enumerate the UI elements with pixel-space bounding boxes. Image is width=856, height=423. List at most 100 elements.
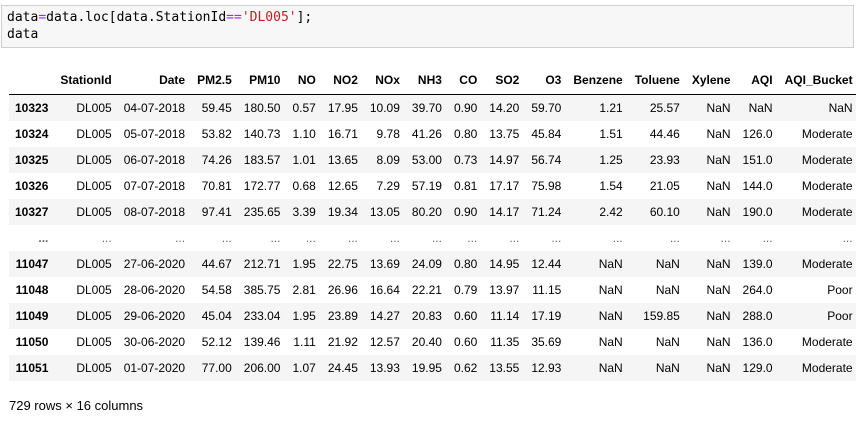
table-row: 10327 DL005 08-07-2018 97.41 235.65 3.39 19.34… — [9, 199, 856, 225]
code-cell-input[interactable]: data=data.loc[data.StationId=='DL005']; … — [1, 5, 854, 48]
table-cell: 21.92 — [327, 335, 358, 349]
table-cell: 14.95 — [489, 257, 520, 271]
table-cell: 13.55 — [489, 361, 520, 375]
row-index: 11050 — [15, 335, 49, 349]
row-index: 10326 — [15, 179, 49, 193]
table-cell: NaN — [706, 257, 731, 271]
table-cell: DL005 — [76, 153, 112, 167]
table-cell: 53.82 — [201, 127, 232, 141]
table-row: 10324 DL005 05-07-2018 53.82 140.73 1.10 16.71… — [9, 121, 856, 147]
table-cell: 19.95 — [411, 361, 442, 375]
table-cell: 206.00 — [243, 361, 281, 375]
table-cell: 74.26 — [201, 153, 232, 167]
table-cell: DL005 — [76, 101, 112, 115]
table-cell: DL005 — [76, 179, 112, 193]
table-cell: DL005 — [76, 127, 112, 141]
table-cell: 10.09 — [369, 101, 400, 115]
table-cell: Moderate — [801, 179, 853, 193]
column-header: Toluene — [628, 66, 686, 95]
row-index: 10325 — [15, 153, 49, 167]
table-cell: 144.0 — [742, 179, 773, 193]
code-line-1: data=data.loc[data.StationId=='DL005']; — [7, 9, 853, 26]
row-index: 11051 — [15, 361, 49, 375]
column-header: Xylene — [685, 66, 737, 95]
table-cell: 12.44 — [531, 257, 562, 271]
table-cell: 1.07 — [292, 361, 316, 375]
table-cell: 0.79 — [453, 283, 478, 297]
table-cell: 20.40 — [411, 335, 442, 349]
row-index: 11047 — [15, 257, 49, 271]
table-cell: NaN — [598, 309, 623, 323]
table-cell: 8.09 — [376, 153, 400, 167]
table-cell: 1.11 — [293, 335, 316, 349]
table-cell: NaN — [748, 101, 773, 115]
row-index: 11048 — [15, 283, 49, 297]
table-cell: NaN — [706, 309, 731, 323]
table-cell: Moderate — [801, 361, 853, 375]
column-header: AQI_Bucket — [778, 66, 856, 95]
table-cell: Moderate — [801, 153, 853, 167]
table-cell: NaN — [706, 179, 731, 193]
table-cell: 233.04 — [243, 309, 281, 323]
table-cell: NaN — [655, 257, 680, 271]
table-cell: 41.26 — [411, 127, 442, 141]
table-cell: 17.95 — [327, 101, 358, 115]
column-header: Date — [117, 66, 192, 95]
table-cell: 12.93 — [531, 361, 562, 375]
table-cell: Moderate — [801, 205, 853, 219]
table-cell: 20.83 — [411, 309, 442, 323]
table-cell: Moderate — [801, 335, 853, 349]
table-row: 10326 DL005 07-07-2018 70.81 172.77 0.68 12.65… — [9, 173, 856, 199]
table-cell: DL005 — [76, 257, 112, 271]
table-cell: 1.51 — [599, 127, 623, 141]
table-cell: 151.0 — [742, 153, 773, 167]
table-cell: 05-07-2018 — [123, 127, 186, 141]
table-cell: 45.04 — [201, 309, 232, 323]
table-cell: 08-07-2018 — [123, 205, 186, 219]
table-cell: 264.0 — [742, 283, 773, 297]
table-cell: 1.95 — [292, 309, 316, 323]
code-token-assign: = — [38, 10, 47, 25]
table-cell: 13.65 — [327, 153, 358, 167]
column-header: NH3 — [405, 66, 448, 95]
table-cell: 235.65 — [243, 205, 281, 219]
table-cell: NaN — [706, 205, 731, 219]
table-cell: 28-06-2020 — [123, 283, 186, 297]
table-cell: ... — [305, 231, 316, 245]
table-cell: ... — [842, 231, 853, 245]
table-cell: NaN — [828, 101, 853, 115]
table-cell: 1.25 — [599, 153, 623, 167]
table-cell: 0.80 — [453, 257, 478, 271]
table-cell: 60.10 — [649, 205, 680, 219]
column-header: NOx — [363, 66, 406, 95]
table-cell: ... — [431, 231, 442, 245]
table-cell: ... — [221, 231, 232, 245]
table-cell: 13.69 — [369, 257, 400, 271]
table-cell: 1.21 — [599, 101, 623, 115]
output-area: StationId Date PM2.5 PM10 NO NO2 NOx NH3 CO SO2 O3… — [0, 66, 856, 381]
table-row: 11047 DL005 27-06-2020 44.67 212.71 1.95 22.75… — [9, 251, 856, 277]
table-cell: 1.10 — [292, 127, 316, 141]
table-cell: Poor — [827, 283, 853, 297]
table-cell: ... — [669, 231, 680, 245]
column-header: PM10 — [237, 66, 287, 95]
code-token-operator: == — [226, 10, 242, 25]
table-cell: 22.21 — [411, 283, 442, 297]
table-cell: 1.95 — [292, 257, 316, 271]
table-cell: NaN — [706, 361, 731, 375]
table-cell: 9.78 — [376, 127, 400, 141]
table-cell: 23.93 — [649, 153, 680, 167]
table-cell: 97.41 — [201, 205, 232, 219]
table-cell: 159.85 — [643, 309, 680, 323]
column-header: PM2.5 — [191, 66, 238, 95]
table-cell: ... — [762, 231, 773, 245]
table-cell: NaN — [655, 361, 680, 375]
table-cell: NaN — [706, 127, 731, 141]
table-header: StationId Date PM2.5 PM10 NO NO2 NOx NH3 CO SO2 O3… — [9, 66, 856, 95]
table-cell: ... — [270, 231, 281, 245]
table-cell: NaN — [706, 153, 731, 167]
table-cell: ... — [175, 231, 186, 245]
table-cell: 44.67 — [201, 257, 232, 271]
table-cell: 126.0 — [742, 127, 773, 141]
table-cell: 26.96 — [327, 283, 358, 297]
